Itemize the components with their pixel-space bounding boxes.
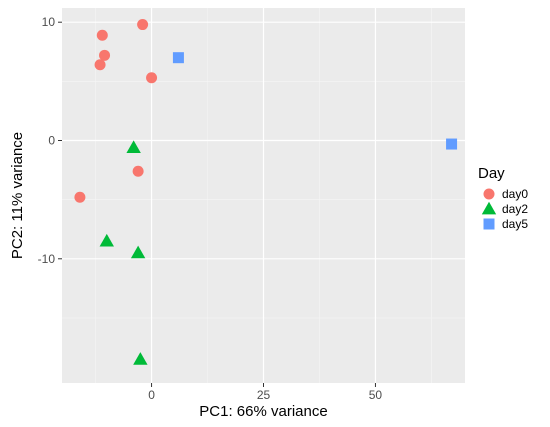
point-day0 — [146, 72, 158, 84]
point-day2 — [126, 140, 141, 153]
data-points — [74, 19, 458, 365]
point-day0 — [132, 165, 144, 177]
y-axis-ticks: -10 0 10 — [38, 15, 62, 266]
point-day0 — [96, 29, 108, 41]
legend-label-day2: day2 — [502, 202, 528, 216]
legend-marker-day5 — [483, 218, 495, 230]
x-axis-title: PC1: 66% variance — [199, 403, 327, 420]
point-day2 — [133, 352, 148, 365]
y-tick-label: 0 — [48, 133, 55, 147]
y-tick-label: -10 — [38, 252, 56, 266]
y-axis-title: PC2: 11% variance — [9, 132, 26, 259]
point-day2 — [130, 245, 146, 259]
legend-label-day5: day5 — [502, 217, 528, 231]
point-day0 — [74, 191, 86, 203]
legend-title: Day — [478, 165, 505, 182]
x-axis-ticks: 0 25 50 — [148, 383, 382, 402]
x-tick-label: 25 — [257, 388, 271, 402]
legend-marker-day2 — [481, 201, 497, 215]
x-tick-label: 0 — [148, 388, 155, 402]
point-day5 — [172, 52, 184, 64]
x-tick-label: 50 — [369, 388, 383, 402]
point-day0 — [94, 59, 106, 71]
y-tick-label: 10 — [42, 15, 56, 29]
legend-marker-day0 — [483, 188, 495, 200]
legend-label-day0: day0 — [502, 187, 528, 201]
grid-lines — [62, 8, 465, 383]
point-day5 — [446, 138, 458, 150]
point-day0 — [137, 19, 149, 31]
point-day2 — [99, 233, 114, 247]
point-day0 — [99, 49, 111, 61]
